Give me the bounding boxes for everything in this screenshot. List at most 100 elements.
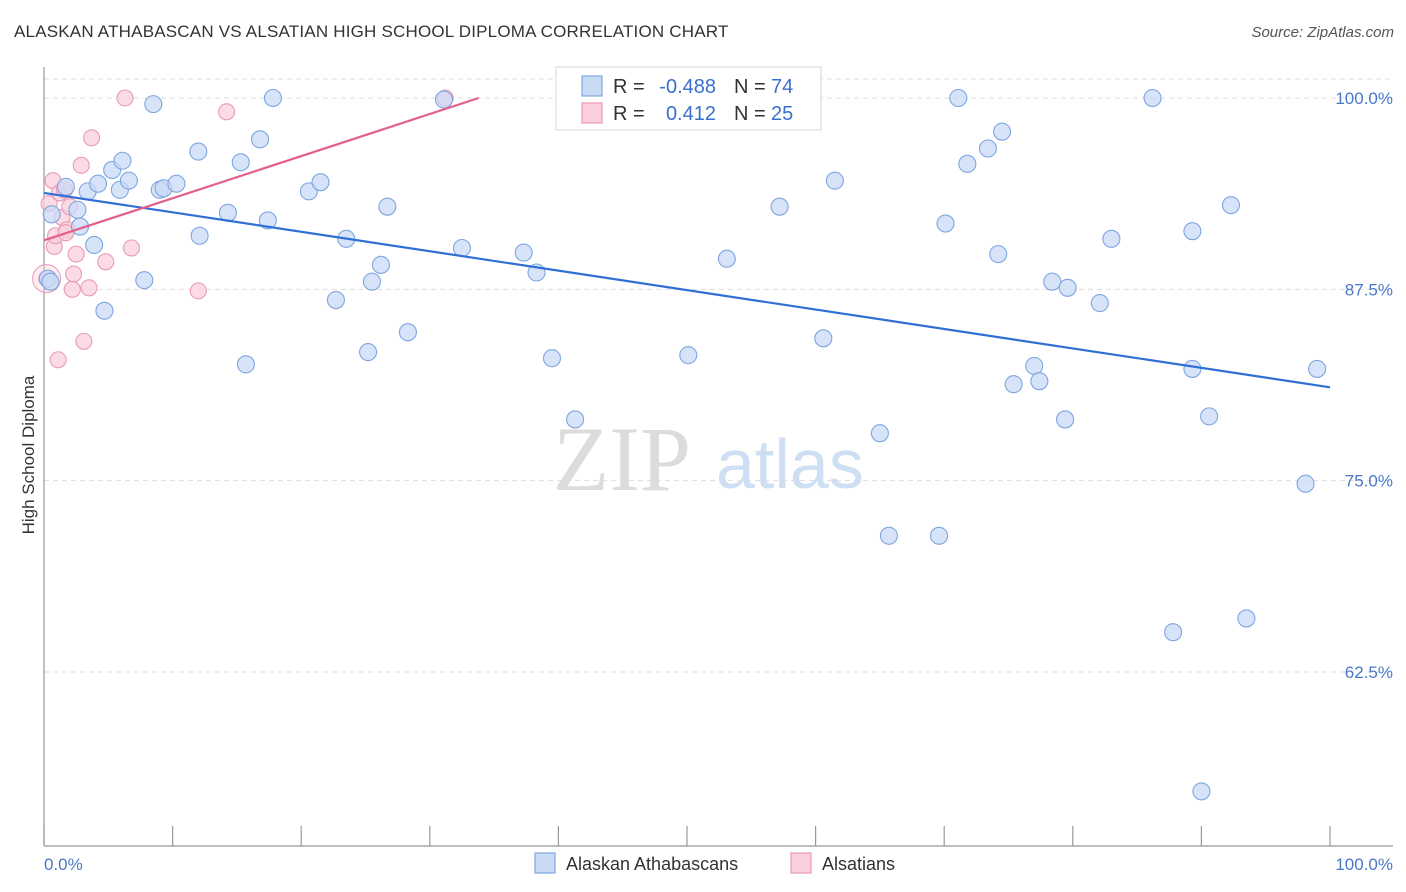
y-tick-label-1: 75.0% xyxy=(1345,472,1393,491)
alsatian-point-19 xyxy=(189,282,207,300)
athabascan-point-73 xyxy=(41,272,60,291)
series-legend: Alaskan Athabascans Alsatians xyxy=(534,852,895,874)
trend-lines xyxy=(43,96,1331,389)
athabascan-point-29 xyxy=(362,272,381,291)
athabascan-point-26 xyxy=(326,290,345,310)
alsatian-point-16 xyxy=(97,253,115,271)
athabascan-point-37 xyxy=(542,349,562,368)
athabascan-point-71 xyxy=(1308,359,1327,378)
alsatian-point-22 xyxy=(49,351,67,369)
watermark: ZIP atlas xyxy=(553,408,864,510)
athabascan-point-51 xyxy=(958,154,977,173)
athabascan-point-50 xyxy=(949,88,968,108)
alsatian-point-18 xyxy=(122,239,140,257)
legend-swatch-alsatians xyxy=(581,102,603,124)
legend-r-value-athabascans: -0.488 xyxy=(659,76,716,98)
series-alsatians-points xyxy=(32,89,454,369)
alsatian-point-15 xyxy=(83,129,101,147)
athabascan-point-25 xyxy=(311,173,330,192)
legend-n-label: N = xyxy=(734,76,766,98)
alsatian-point-13 xyxy=(75,332,93,350)
athabascan-point-21 xyxy=(250,130,270,149)
alsatian-point-11 xyxy=(67,245,85,263)
legend-n-value-athabascans: 74 xyxy=(771,76,793,98)
athabascan-point-6 xyxy=(85,235,104,254)
bottom-legend-label-athabascans: Alaskan Athabascans xyxy=(566,854,738,874)
athabascan-point-2 xyxy=(56,177,75,196)
athabascan-point-65 xyxy=(1183,359,1202,378)
athabascan-point-3 xyxy=(68,200,87,219)
athabascan-point-63 xyxy=(1143,88,1162,108)
athabascan-point-35 xyxy=(514,243,533,262)
athabascan-point-62 xyxy=(1102,229,1121,248)
athabascan-point-49 xyxy=(936,214,955,233)
alsatian-point-17 xyxy=(116,89,134,107)
athabascan-point-54 xyxy=(993,122,1012,141)
athabascan-point-39 xyxy=(95,301,114,320)
athabascan-point-72 xyxy=(1192,782,1211,801)
athabascan-point-28 xyxy=(359,343,378,362)
athabascan-point-64 xyxy=(1183,222,1202,241)
legend-r-label: R = xyxy=(613,76,645,98)
x-tick-label-min: 0.0% xyxy=(44,855,83,874)
athabascan-point-45 xyxy=(825,171,844,190)
athabascan-point-23 xyxy=(263,88,282,108)
y-axis-title: High School Diploma xyxy=(19,375,38,534)
athabascan-point-10 xyxy=(113,151,132,170)
athabascan-point-46 xyxy=(870,424,889,443)
stats-legend: R = -0.488 N = 74 R = 0.412 N = 25 xyxy=(555,66,822,131)
athabascan-point-40 xyxy=(236,355,255,374)
legend-n-label: N = xyxy=(734,103,766,125)
athabascan-point-18 xyxy=(190,226,209,245)
athabascan-point-53 xyxy=(989,245,1008,264)
x-tick-label-max: 100.0% xyxy=(1335,855,1393,874)
athabascan-point-52 xyxy=(978,139,997,158)
athabascan-point-30 xyxy=(371,255,390,274)
athabascan-point-47 xyxy=(879,526,898,545)
athabascan-point-11 xyxy=(119,171,138,190)
athabascan-point-7 xyxy=(88,174,108,193)
legend-swatch-athabascans xyxy=(581,75,603,97)
bottom-legend-label-alsatians: Alsatians xyxy=(822,854,895,874)
athabascan-point-32 xyxy=(398,323,417,342)
series-alaskan-athabascans-points xyxy=(38,88,1327,801)
source-credit: Source: ZipAtlas.com xyxy=(1251,24,1394,41)
y-tick-label-2: 87.5% xyxy=(1345,280,1393,299)
bottom-legend-swatch-alsatians xyxy=(790,852,812,874)
athabascan-point-42 xyxy=(717,249,736,268)
trend-line-alsatians xyxy=(43,96,480,242)
athabascan-point-48 xyxy=(930,526,949,545)
athabascan-point-13 xyxy=(144,95,163,114)
athabascan-point-70 xyxy=(1296,474,1315,493)
alsatian-point-10 xyxy=(65,265,83,283)
athabascan-point-61 xyxy=(1090,294,1109,313)
athabascan-point-33 xyxy=(434,90,453,109)
athabascan-point-44 xyxy=(814,329,833,348)
y-tick-label-3: 100.0% xyxy=(1335,89,1393,108)
athabascan-point-34 xyxy=(452,238,472,258)
athabascan-point-38 xyxy=(566,410,585,429)
athabascan-point-1 xyxy=(42,205,61,224)
athabascan-point-12 xyxy=(135,271,154,290)
athabascan-point-41 xyxy=(679,346,698,365)
athabascan-point-55 xyxy=(1004,375,1023,394)
alsatian-point-23 xyxy=(63,280,81,298)
legend-n-value-alsatians: 25 xyxy=(771,103,793,125)
y-tick-label-0: 62.5% xyxy=(1345,663,1393,682)
athabascan-point-22 xyxy=(258,211,277,230)
legend-r-label: R = xyxy=(613,103,645,125)
athabascan-point-31 xyxy=(378,197,397,216)
chart-title: ALASKAN ATHABASCAN VS ALSATIAN HIGH SCHO… xyxy=(14,22,729,41)
athabascan-point-68 xyxy=(1237,609,1256,628)
athabascan-point-20 xyxy=(231,153,250,172)
alsatian-point-20 xyxy=(218,103,236,121)
tick-labels: 62.5% 75.0% 87.5% 100.0% 0.0% 100.0% xyxy=(44,89,1393,874)
alsatian-point-12 xyxy=(72,156,90,174)
athabascan-point-58 xyxy=(1043,272,1062,291)
athabascan-point-57 xyxy=(1030,372,1049,391)
watermark-atlas: atlas xyxy=(716,425,864,503)
athabascan-point-60 xyxy=(1056,410,1075,429)
legend-r-value-alsatians: 0.412 xyxy=(666,103,716,125)
athabascan-point-69 xyxy=(1164,623,1183,642)
